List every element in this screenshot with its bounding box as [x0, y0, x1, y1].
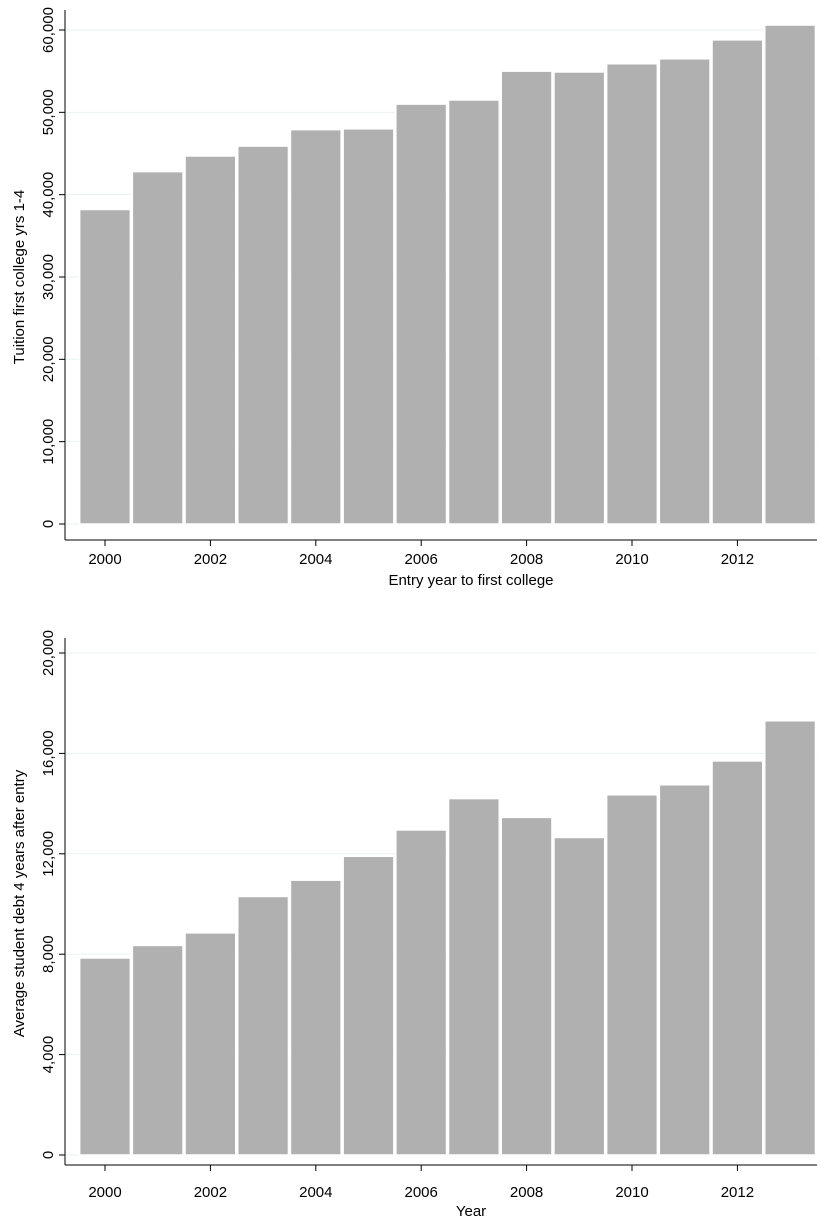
x-tick-label: 2012: [721, 551, 754, 568]
y-tick-label: 60,000: [40, 7, 57, 53]
y-tick-label: 40,000: [40, 172, 57, 218]
bar: [553, 71, 606, 525]
bar: [237, 895, 290, 1156]
y-tick-label: 4,000: [40, 1036, 57, 1074]
bar: [447, 99, 500, 525]
y-axis-title: Tuition first college yrs 1-4: [11, 190, 28, 365]
bar: [131, 170, 184, 525]
bar: [605, 794, 659, 1156]
y-tick-label: 16,000: [40, 730, 57, 776]
bar: [342, 855, 395, 1156]
bar: [658, 58, 711, 525]
bar: [184, 155, 237, 525]
chart-1: 0 10,000 20,000 30,000 40,000 50,000 60,000 200…: [11, 7, 817, 589]
bar: [237, 145, 290, 525]
y-tick-label: 8,000: [40, 935, 57, 973]
bar: [658, 784, 711, 1156]
x-tick-label: 2006: [405, 1184, 438, 1201]
bar: [184, 932, 237, 1156]
bar: [447, 797, 500, 1156]
bar: [553, 836, 606, 1156]
y-tick-label: 0: [40, 520, 57, 528]
x-tick-label: 2004: [299, 551, 332, 568]
x-tick-label: 2010: [615, 1184, 648, 1201]
x-axis-title: Entry year to first college: [388, 572, 553, 589]
x-tick-label: 2004: [299, 1184, 332, 1201]
bar: [764, 24, 817, 525]
x-tick-label: 2010: [615, 551, 648, 568]
x-tick-label: 2008: [510, 1184, 543, 1201]
y-axis-title: Average student debt 4 years after entry: [11, 769, 28, 1037]
bar: [764, 720, 817, 1156]
x-tick-label: 2008: [510, 551, 543, 568]
x-tick-label: 2002: [194, 1184, 227, 1201]
x-tick-label: 2012: [721, 1184, 754, 1201]
bar: [711, 760, 764, 1156]
bar: [289, 879, 342, 1156]
bar: [289, 128, 342, 525]
y-tick-label: 50,000: [40, 89, 57, 135]
y-tick-label: 0: [40, 1151, 57, 1159]
bar: [78, 957, 132, 1156]
bar: [342, 128, 395, 525]
bar: [605, 63, 659, 525]
x-tick-label: 2002: [194, 551, 227, 568]
y-tick-label: 10,000: [40, 419, 57, 465]
y-tick-label: 30,000: [40, 254, 57, 300]
bar: [395, 103, 448, 525]
y-tick-label: 12,000: [40, 831, 57, 877]
x-tick-label: 2000: [88, 551, 121, 568]
bar: [131, 944, 184, 1156]
bar: [78, 208, 132, 525]
bar: [711, 39, 764, 525]
bar: [500, 70, 553, 525]
chart-2: 0 4,000 8,000 12,000 16,000 20,000 2000 2002 200…: [11, 630, 817, 1220]
x-axis-title: Year: [456, 1203, 486, 1220]
bar: [500, 816, 553, 1156]
y-tick-label: 20,000: [40, 336, 57, 382]
bar: [395, 829, 448, 1156]
x-tick-label: 2000: [88, 1184, 121, 1201]
x-tick-label: 2006: [405, 551, 438, 568]
y-tick-label: 20,000: [40, 630, 57, 676]
